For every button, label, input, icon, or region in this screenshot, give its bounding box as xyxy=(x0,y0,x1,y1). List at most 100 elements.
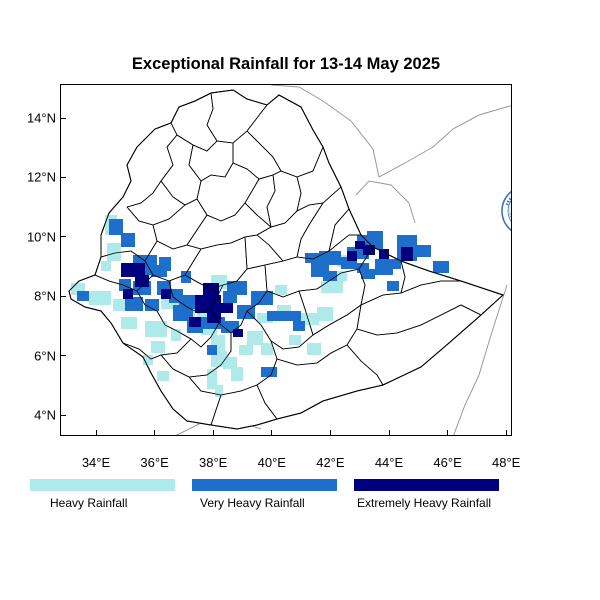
eritrea-red-sea-coast xyxy=(270,85,511,178)
very-heavy-rainfall-cell xyxy=(319,251,341,265)
heavy-rainfall-cell xyxy=(239,345,253,355)
extremely-heavy-rainfall-cell xyxy=(401,247,413,261)
legend-swatch-heavy xyxy=(30,479,175,491)
somalia-coast xyxy=(453,284,508,435)
very-heavy-rainfall-cell xyxy=(391,259,401,269)
map-title: Exceptional Rainfall for 13-14 May 2025 xyxy=(131,55,441,73)
lat-tick xyxy=(60,414,66,416)
very-heavy-rainfall-cell xyxy=(267,311,287,321)
very-heavy-rainfall-cell xyxy=(261,367,277,377)
very-heavy-rainfall-cell xyxy=(119,279,131,291)
heavy-rainfall-cell xyxy=(101,261,111,271)
heavy-rainfall-cell xyxy=(231,367,243,381)
very-heavy-rainfall-cell xyxy=(181,271,191,283)
very-heavy-rainfall-cell xyxy=(433,261,449,273)
very-heavy-rainfall-cell xyxy=(77,291,89,301)
heavy-rainfall-cell xyxy=(145,321,167,337)
heavy-rainfall-cell xyxy=(261,343,273,355)
very-heavy-rainfall-cell xyxy=(293,321,305,331)
lat-tick xyxy=(60,176,66,178)
lon-label-38: 38°E xyxy=(199,455,228,470)
lat-tick xyxy=(60,355,66,357)
lat-label-12: 12°N xyxy=(26,169,56,185)
extremely-heavy-rainfall-cell xyxy=(379,249,389,259)
lon-tick xyxy=(154,430,156,436)
very-heavy-rainfall-cell xyxy=(387,281,399,291)
rainfall-very-heavy-cells xyxy=(77,219,449,377)
lon-tick xyxy=(447,430,449,436)
lat-label-6: 6°N xyxy=(34,348,56,364)
extremely-heavy-rainfall-cell xyxy=(121,263,145,277)
lon-label-46: 46°E xyxy=(433,455,462,470)
lat-tick xyxy=(60,295,66,297)
extremely-heavy-rainfall-cell xyxy=(161,289,171,299)
very-heavy-rainfall-cell xyxy=(357,263,369,273)
very-heavy-rainfall-cell xyxy=(121,233,135,247)
very-heavy-rainfall-cell xyxy=(323,271,337,281)
very-heavy-rainfall-cell xyxy=(125,297,143,311)
legend-label-extremely-heavy: Extremely Heavy Rainfall xyxy=(357,496,492,510)
very-heavy-rainfall-cell xyxy=(375,259,393,275)
heavy-rainfall-cell xyxy=(247,331,263,345)
heavy-rainfall-cell xyxy=(275,285,287,295)
very-heavy-rainfall-cell xyxy=(179,295,197,309)
extremely-heavy-rainfall-cell xyxy=(233,329,243,337)
legend-swatch-very-heavy xyxy=(192,479,337,491)
lon-tick xyxy=(329,430,331,436)
lon-label-36: 36°E xyxy=(140,455,169,470)
heavy-rainfall-cell xyxy=(171,329,181,341)
lon-label-44: 44°E xyxy=(374,455,404,470)
very-heavy-rainfall-cell xyxy=(145,299,159,311)
legend-label-very-heavy: Very Heavy Rainfall xyxy=(200,496,305,510)
heavy-rainfall-cell xyxy=(215,385,223,397)
very-heavy-rainfall-cell xyxy=(417,245,431,257)
heavy-rainfall-cell xyxy=(107,243,121,261)
heavy-rainfall-cell xyxy=(89,291,111,305)
rainfall-extremely-heavy-cells xyxy=(121,241,413,337)
very-heavy-rainfall-cell xyxy=(109,219,123,235)
internal-boundaries-overlay xyxy=(94,92,482,426)
map-canvas xyxy=(68,85,511,435)
lat-tick xyxy=(60,117,66,119)
lon-tick xyxy=(212,430,214,436)
lat-label-10: 10°N xyxy=(26,229,56,245)
very-heavy-rainfall-cell xyxy=(361,269,375,279)
meteorology-institute-logo-icon xyxy=(501,185,511,237)
heavy-rainfall-cell xyxy=(223,357,237,369)
lon-label-40: 40°E xyxy=(257,455,286,470)
heavy-rainfall-cell xyxy=(121,317,137,329)
legend-swatch-extremely-heavy xyxy=(354,479,499,491)
extremely-heavy-rainfall-cell xyxy=(207,311,221,323)
extremely-heavy-rainfall-cell xyxy=(135,275,149,287)
heavy-rainfall-cell xyxy=(333,271,347,281)
extremely-heavy-rainfall-cell xyxy=(347,251,357,261)
lon-tick xyxy=(505,430,507,436)
ethiopia-outline-overlay xyxy=(68,89,504,430)
heavy-rainfall-cell xyxy=(143,355,153,365)
extremely-heavy-rainfall-cell xyxy=(363,245,375,255)
very-heavy-rainfall-cell xyxy=(287,311,301,321)
lat-tick xyxy=(60,236,66,238)
heavy-rainfall-cell xyxy=(307,343,321,355)
extremely-heavy-rainfall-cell xyxy=(123,289,133,299)
lon-tick xyxy=(95,430,97,436)
very-heavy-rainfall-cell xyxy=(227,281,247,295)
djibouti-boundary xyxy=(355,180,416,224)
very-heavy-rainfall-cell xyxy=(159,257,171,271)
heavy-rainfall-cell xyxy=(207,369,217,389)
lon-tick xyxy=(388,430,390,436)
heavy-rainfall-cell xyxy=(257,313,273,323)
extremely-heavy-rainfall-cell xyxy=(195,295,221,313)
legend-label-heavy: Heavy Rainfall xyxy=(50,496,128,510)
very-heavy-rainfall-cell xyxy=(207,345,217,355)
extremely-heavy-rainfall-cell xyxy=(221,303,233,313)
lon-label-42: 42°E xyxy=(316,455,345,470)
extremely-heavy-rainfall-cell xyxy=(189,317,201,327)
very-heavy-rainfall-cell xyxy=(367,231,383,241)
lon-label-48: 48°E xyxy=(492,455,521,470)
heavy-rainfall-cell xyxy=(321,281,343,293)
lat-label-4: 4°N xyxy=(34,407,56,423)
extremely-heavy-rainfall-cell xyxy=(355,241,365,249)
heavy-rainfall-cell xyxy=(289,335,301,345)
lat-label-8: 8°N xyxy=(34,288,56,304)
